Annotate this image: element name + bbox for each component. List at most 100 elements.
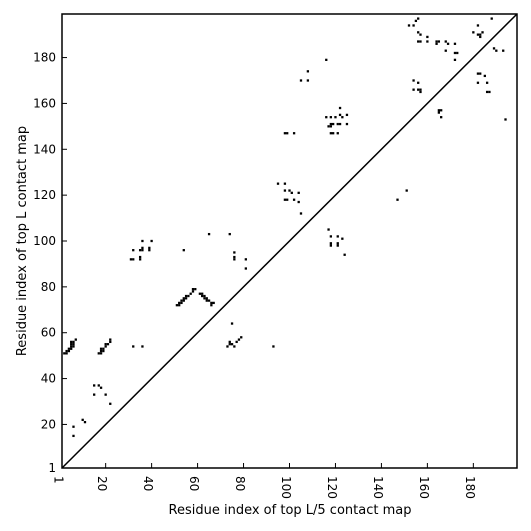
contact-cell: [453, 42, 457, 45]
contact-cell: [336, 132, 339, 135]
contact-cell: [72, 343, 75, 346]
y-tick-label: 1: [48, 461, 56, 475]
contact-cell: [329, 116, 333, 119]
y-tick-label: 140: [33, 142, 56, 156]
contact-cell: [426, 40, 429, 43]
contact-cells: [63, 17, 507, 438]
contact-cell: [276, 182, 280, 185]
contact-cell: [132, 258, 135, 261]
x-axis-ticks: 1 20 40 60 80 100 120 140 160 180: [52, 463, 477, 499]
contact-cell: [456, 51, 459, 55]
contact-cell: [495, 49, 498, 52]
contact-cell: [483, 74, 486, 78]
contact-cell: [446, 42, 450, 45]
y-tick-label: 80: [41, 280, 56, 294]
contact-cell: [102, 347, 105, 350]
x-tick-label: 20: [95, 476, 109, 491]
contact-cell: [412, 88, 415, 91]
y-tick-label: 180: [33, 51, 56, 65]
contact-cell: [203, 294, 206, 298]
contact-cell: [244, 258, 247, 261]
contact-cell: [83, 420, 87, 424]
contact-cell: [338, 113, 342, 117]
contact-cell: [187, 294, 190, 298]
contact-cell: [65, 349, 68, 353]
x-tick-label: 120: [325, 476, 339, 499]
contact-cell: [479, 33, 482, 36]
contact-cell: [240, 336, 243, 339]
contact-cell: [334, 116, 337, 119]
contact-cell: [230, 322, 234, 325]
contact-cell: [341, 237, 344, 240]
contact-cell: [341, 116, 344, 119]
contact-cell: [426, 35, 429, 39]
contact-cell: [99, 386, 103, 389]
contact-cell: [65, 352, 68, 355]
contact-cell: [437, 111, 441, 114]
contact-cell: [419, 33, 422, 36]
contact-cell: [329, 122, 333, 126]
contact-cell: [99, 352, 103, 355]
contact-cell: [476, 24, 480, 27]
contact-cell: [292, 132, 296, 135]
contact-cell: [306, 70, 310, 73]
x-tick-label: 60: [187, 476, 201, 491]
contact-cell: [230, 343, 234, 346]
contact-cell: [189, 292, 192, 295]
contact-cell: [207, 299, 211, 302]
y-tick-label: 120: [33, 188, 56, 202]
contact-cell: [141, 249, 144, 252]
contact-cell: [210, 301, 213, 305]
contact-cell: [292, 198, 296, 201]
contact-cell: [138, 258, 142, 261]
contact-cell: [233, 251, 236, 254]
contact-cell: [417, 81, 420, 84]
contact-cell: [72, 340, 75, 344]
contact-cell: [329, 125, 333, 128]
contact-cell: [332, 132, 335, 135]
contact-cell: [440, 116, 443, 119]
contact-cell: [106, 343, 110, 346]
contact-cell: [201, 292, 204, 295]
contact-cell: [237, 338, 241, 341]
contact-cell: [97, 384, 100, 387]
contact-cell: [435, 42, 438, 45]
contact-cell: [414, 19, 418, 23]
contact-cell: [336, 242, 339, 245]
contact-cell: [479, 35, 482, 39]
contact-cell: [70, 343, 73, 346]
x-tick-label: 160: [417, 476, 431, 499]
contact-cell: [283, 182, 287, 185]
y-tick-label: 20: [41, 417, 56, 431]
contact-cell: [297, 200, 300, 204]
contact-cell: [435, 40, 438, 43]
contact-cell: [72, 345, 75, 348]
contact-cell: [104, 345, 107, 348]
contact-cell: [329, 132, 333, 135]
contact-cell: [327, 125, 330, 128]
contact-cell: [67, 349, 71, 353]
y-axis-label: Residue index of top L contact map: [15, 126, 30, 356]
contact-cell: [129, 258, 133, 261]
contact-cell: [210, 304, 213, 307]
contact-cell: [417, 40, 420, 43]
contact-cell: [329, 244, 333, 247]
contact-cell: [336, 244, 339, 247]
contact-cell: [288, 189, 291, 192]
contact-cell: [148, 246, 151, 250]
contact-cell: [141, 246, 144, 250]
contact-cell: [184, 297, 188, 300]
y-tick-label: 40: [41, 372, 56, 386]
contact-cell: [297, 191, 300, 194]
contact-cell: [396, 198, 399, 201]
contact-cell: [201, 294, 204, 298]
contact-cell: [102, 349, 105, 353]
contact-cell: [244, 267, 247, 270]
contact-cell: [99, 347, 103, 350]
contact-cell: [345, 122, 349, 126]
contact-cell: [175, 304, 179, 307]
contact-cell: [212, 301, 215, 305]
contact-cell: [141, 239, 144, 243]
contact-cell: [417, 88, 420, 91]
contact-cell: [228, 343, 231, 346]
